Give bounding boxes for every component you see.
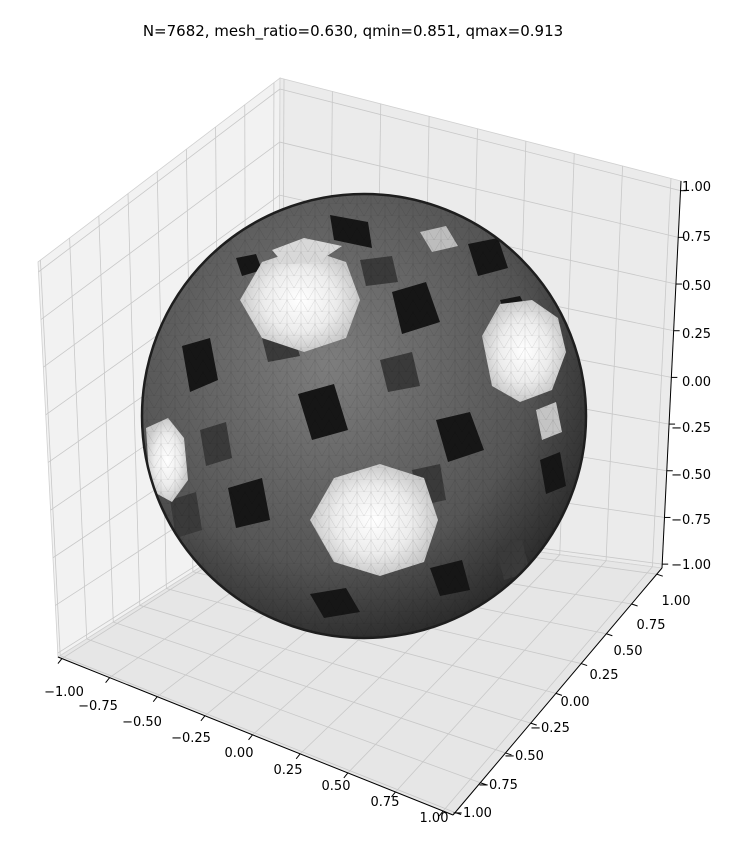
- y-tick-label: −0.25: [530, 721, 570, 736]
- axis-tick-marks: [57, 190, 687, 817]
- grid-line-y: [139, 604, 531, 724]
- y-tick-label: 0.25: [590, 668, 619, 683]
- x-tick-mark: [343, 772, 349, 779]
- y-tick-mark: [505, 752, 512, 756]
- grid-line-y-wall: [127, 193, 141, 606]
- z-tick-label: −0.50: [671, 468, 711, 483]
- sphere-outline: [140, 192, 588, 640]
- x-axis-line: [57, 656, 454, 816]
- x-tick-label: 0.75: [371, 795, 400, 810]
- x-tick-label: −0.25: [171, 731, 211, 746]
- grid-line-z-wall: [43, 194, 280, 368]
- grid-line-y: [113, 621, 506, 754]
- y-tick-mark: [530, 722, 537, 726]
- x-tick-mark: [152, 696, 158, 703]
- x-tick-mark: [105, 677, 110, 683]
- y-tick-mark: [580, 663, 588, 667]
- z-tick-label: 1.00: [682, 180, 711, 195]
- grid-line-x: [442, 566, 653, 812]
- x-tick-mark: [391, 791, 396, 798]
- y-axis-line: [452, 567, 663, 816]
- grid-line-y: [60, 655, 456, 813]
- y-tick-mark: [606, 633, 613, 637]
- grid-line-y-wall: [98, 215, 114, 623]
- grid-line-x: [395, 560, 607, 793]
- y-tick-label: 0.75: [637, 618, 666, 633]
- grid-line-z-wall: [40, 141, 280, 320]
- x-tick-mark: [295, 753, 301, 760]
- grid-line-y: [86, 638, 481, 784]
- x-tick-mark: [200, 715, 206, 722]
- x-tick-mark: [57, 658, 63, 664]
- z-tick-label: 0.25: [682, 327, 711, 342]
- x-tick-mark: [438, 810, 444, 817]
- x-tick-label: 0.50: [322, 779, 351, 794]
- z-tick-label: −0.25: [671, 421, 711, 436]
- z-tick-label: 0.50: [682, 279, 711, 294]
- y-tick-label: −0.75: [478, 778, 518, 793]
- grid-line-z-wall: [38, 88, 281, 273]
- axis-lines: [57, 180, 682, 816]
- y-tick-label: −0.50: [504, 749, 544, 764]
- x-tick-label: 0.00: [225, 746, 254, 761]
- z-tick-label: 0.75: [682, 230, 711, 245]
- grid-line-z: [279, 141, 679, 238]
- x-tick-label: 0.25: [274, 763, 303, 778]
- y-tick-label: 0.00: [561, 695, 590, 710]
- z-axis-line: [661, 180, 682, 569]
- x-tick-label: −0.75: [78, 699, 118, 714]
- y-tick-mark: [555, 692, 563, 696]
- sphere-facets: [142, 194, 586, 638]
- z-tick-label: −1.00: [671, 558, 711, 573]
- y-tick-label: 0.50: [614, 644, 643, 659]
- x-tick-labels: −1.00 −0.75 −0.50 −0.25 0.00 0.25 0.50 0…: [44, 685, 448, 826]
- y-tick-mark: [656, 573, 663, 577]
- y-tick-label: −1.00: [452, 806, 492, 821]
- y-tick-mark: [631, 603, 638, 607]
- x-tick-mark: [248, 734, 253, 741]
- z-tick-label: 0.00: [682, 375, 711, 390]
- grid-line-z: [279, 88, 681, 192]
- grid-line-y-wall: [69, 237, 88, 639]
- y-tick-label: 1.00: [662, 594, 691, 609]
- y-tick-mark: [454, 812, 462, 816]
- x-tick-label: 1.00: [420, 811, 449, 826]
- grid-line-x-wall: [652, 178, 672, 567]
- grid-line-y-wall: [40, 260, 61, 656]
- chart-title: N=7682, mesh_ratio=0.630, qmin=0.851, qm…: [143, 22, 563, 41]
- x-tick-label: −1.00: [44, 685, 84, 700]
- grid-line-y: [166, 588, 557, 694]
- grid-line-x: [347, 554, 561, 774]
- x-tick-label: −0.50: [122, 715, 162, 730]
- grid-line-x-wall: [605, 165, 624, 561]
- y-tick-mark: [480, 782, 487, 786]
- z-tick-labels: −1.00 −0.75 −0.50 −0.25 0.00 0.25 0.50 0…: [671, 180, 711, 573]
- sphere-surface: [140, 192, 588, 640]
- z-tick-label: −0.75: [671, 513, 711, 528]
- y-tick-labels: −1.00 −0.75 −0.50 −0.25 0.00 0.25 0.50 0…: [452, 594, 690, 821]
